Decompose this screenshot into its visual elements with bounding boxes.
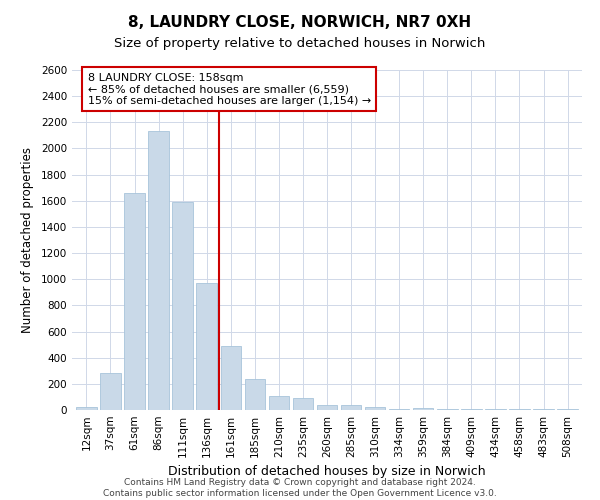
Bar [293,398,313,410]
X-axis label: Distribution of detached houses by size in Norwich: Distribution of detached houses by size … [168,466,486,478]
Y-axis label: Number of detached properties: Number of detached properties [21,147,34,333]
Bar [413,408,433,410]
Bar [148,132,169,410]
Bar [365,408,385,410]
Text: 8, LAUNDRY CLOSE, NORWICH, NR7 0XH: 8, LAUNDRY CLOSE, NORWICH, NR7 0XH [128,15,472,30]
Bar [533,408,554,410]
Bar [317,406,337,410]
Bar [389,408,409,410]
Bar [76,406,97,410]
Bar [221,346,241,410]
Bar [341,406,361,410]
Text: Contains HM Land Registry data © Crown copyright and database right 2024.
Contai: Contains HM Land Registry data © Crown c… [103,478,497,498]
Bar [245,378,265,410]
Bar [100,374,121,410]
Bar [196,283,217,410]
Text: 8 LAUNDRY CLOSE: 158sqm
← 85% of detached houses are smaller (6,559)
15% of semi: 8 LAUNDRY CLOSE: 158sqm ← 85% of detache… [88,72,371,106]
Text: Size of property relative to detached houses in Norwich: Size of property relative to detached ho… [115,38,485,51]
Bar [172,202,193,410]
Bar [124,193,145,410]
Bar [269,396,289,410]
